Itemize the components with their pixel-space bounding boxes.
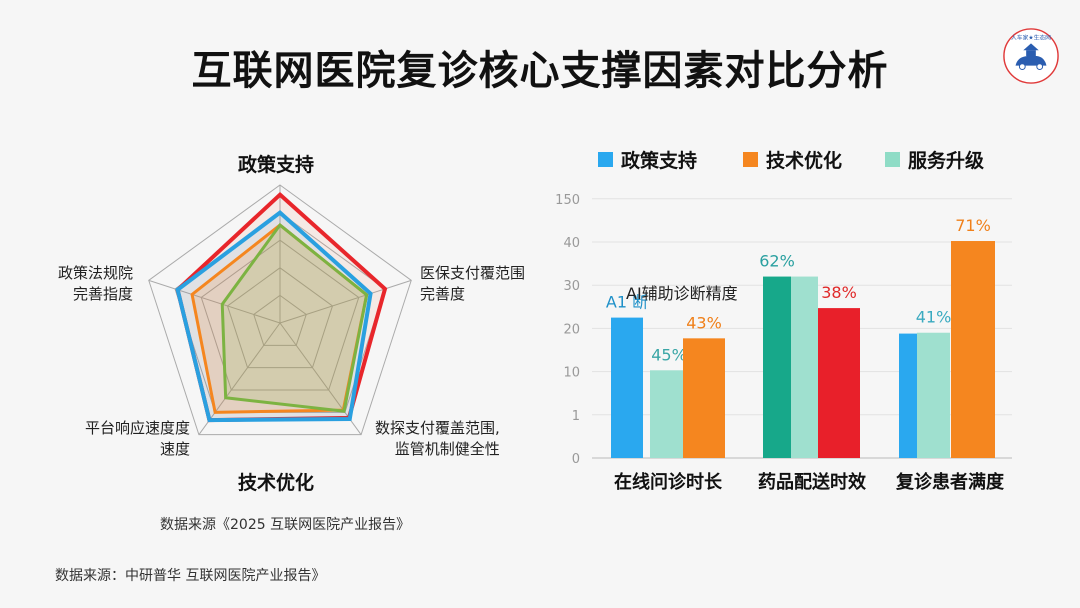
y-tick-label: 40 [563,236,580,251]
y-tick-label: 20 [563,322,580,337]
radar-spoke [198,322,281,435]
legend-swatch [743,152,758,167]
bar-data-label: 45% [651,345,687,364]
radar-ring [253,294,307,346]
radar-spoke [148,279,281,324]
bar-data-label: A1 断 [606,293,648,312]
legend-item: 技术优化 [743,146,842,173]
bar [650,370,688,458]
annotation-label: AI辅助诊断精度 [626,284,738,303]
bar-data-label: 38% [821,283,857,302]
radar-axis-label: 数探支付覆盖范围, 监管机制健全性 [375,419,500,458]
bar [791,276,818,458]
bar-data-label: 43% [686,313,722,332]
x-category-label: 在线问诊时长 [614,471,723,493]
legend-swatch [598,152,613,167]
bar [818,308,860,458]
x-category-label: 复诊患者满度 [895,471,1005,493]
bar [899,333,917,458]
y-tick-label: 150 [555,193,580,208]
bar [683,338,725,458]
radar-ring [148,184,412,436]
radar-source: 数据来源《2025 互联网医院产业报告》 [160,517,411,533]
bar [611,317,643,458]
footer-source: 数据来源：中研普华 互联网医院产业报告》 [55,568,326,584]
radar-ring [200,239,360,391]
radar-axis-label: 政策法规院 完善指度 [58,264,134,303]
y-tick-label: 1 [572,409,580,424]
legend-item: 政策支持 [598,146,697,173]
bar-data-label: 71% [955,216,991,235]
bar-data-label: 62% [759,252,795,271]
radar-chart [148,184,412,436]
legend-swatch [885,152,900,167]
logo-seal-icon: 人车家★生态网 [1003,28,1059,84]
radar-top-label: 政策支持 [238,154,315,176]
radar-spoke [279,279,412,324]
y-tick-label: 10 [563,366,580,381]
bar [763,276,791,458]
legend-item: 服务升级 [885,146,984,173]
radar-axis-label: 医保支付覆范围 完善度 [420,264,526,303]
radar-axis-label: 平台响应速度度 速度 [85,419,191,458]
bar [917,332,950,458]
bar [951,241,995,458]
bar-data-label: 41% [916,308,952,327]
page-title: 互联网医院复诊核心支撑因素对比分析 [191,48,889,94]
radar-series-3 [220,222,369,413]
x-category-label: 药品配送时效 [758,471,867,493]
radar-ring [226,267,334,369]
svg-text:人车家★生态网: 人车家★生态网 [1011,34,1051,42]
y-tick-label: 0 [572,452,580,467]
radar-bottom-label: 技术优化 [238,472,315,494]
y-tick-label: 30 [563,279,580,294]
